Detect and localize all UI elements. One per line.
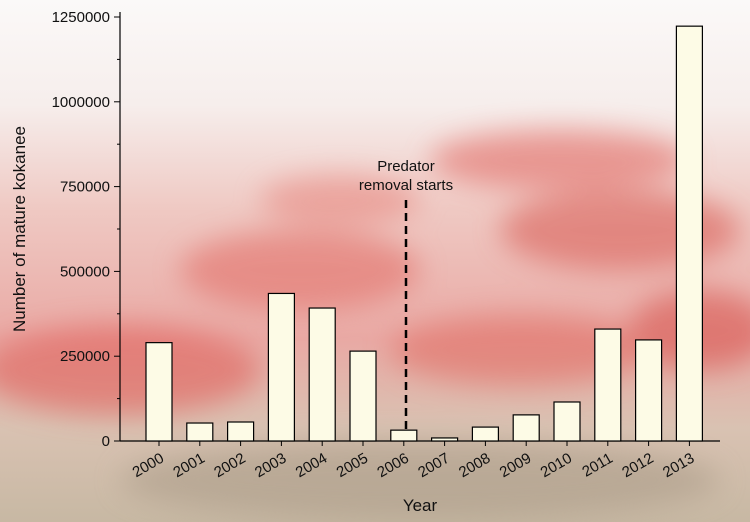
y-tick-label: 250000 [60,348,110,365]
y-tick-label: 750000 [60,179,110,196]
bar [309,308,335,441]
bar [595,329,621,441]
bar [432,438,458,441]
annotation: Predator [377,158,435,175]
annotation: removal starts [359,177,453,194]
bar [146,343,172,441]
y-tick-label: 0 [102,433,110,450]
y-tick-label: 500000 [60,263,110,280]
bar [268,293,294,441]
bar [676,26,702,441]
bar [187,423,213,441]
bar [472,427,498,441]
y-tick-label: 1000000 [52,94,110,111]
chart: Number of mature kokanee Year Predator r… [0,0,750,522]
y-tick-label: 1250000 [52,9,110,26]
bar [554,402,580,441]
bar [350,351,376,441]
background-photo [0,0,750,522]
y-axis-title: Number of mature kokanee [10,126,29,332]
bar [513,415,539,441]
bar [636,340,662,441]
bar [391,430,417,441]
bar [228,422,254,441]
x-axis-title: Year [403,496,438,515]
